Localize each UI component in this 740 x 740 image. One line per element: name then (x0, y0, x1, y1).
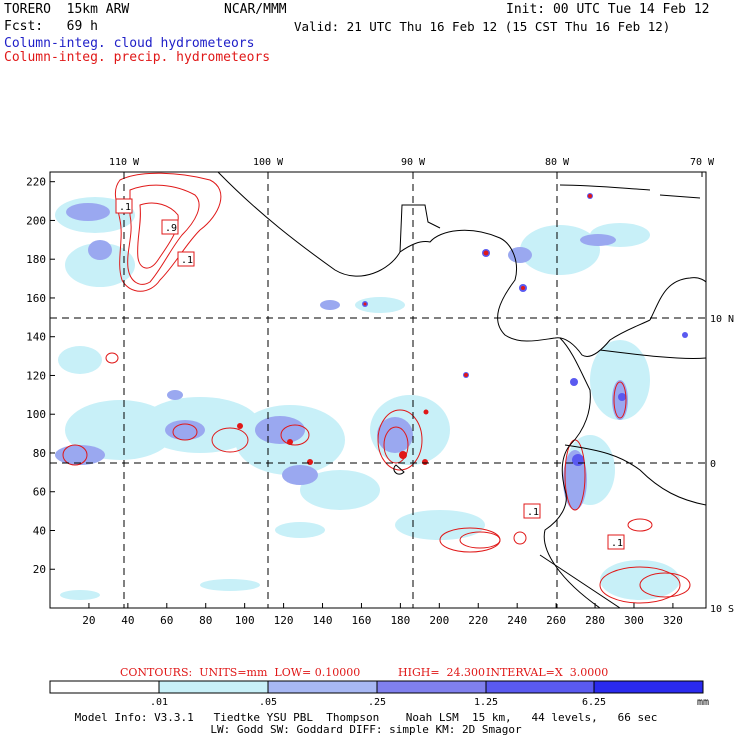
colorbar-segment (593, 680, 704, 694)
contours-interval: INTERVAL=X 3.0000 (486, 666, 609, 679)
y-tick-label: 120 (26, 369, 46, 382)
colorbar-segment (49, 680, 160, 694)
map-frame (49, 171, 707, 609)
init-time: Init: 00 UTC Tue 14 Feb 12 (506, 2, 710, 17)
longitude-label: 110 W (109, 157, 140, 168)
x-tick-label: 20 (82, 614, 95, 627)
y-tick-label: 20 (33, 563, 46, 576)
colorbar-unit: mm (696, 697, 710, 708)
x-tick-label: 160 (352, 614, 372, 627)
x-tick-label: 300 (624, 614, 644, 627)
x-tick-label: 240 (507, 614, 527, 627)
valid-time: Valid: 21 UTC Thu 16 Feb 12 (15 CST Thu … (294, 19, 671, 34)
contour-label: .1 (527, 507, 539, 518)
model-title: TORERO 15km ARW (4, 2, 130, 17)
x-tick-label: 260 (546, 614, 566, 627)
y-tick-label: 160 (26, 292, 46, 305)
contour-label: .9 (165, 223, 177, 234)
latitude-label: 0 (710, 459, 716, 470)
axis-ticks (50, 172, 703, 608)
colorbar-segment (158, 680, 269, 694)
y-tick-label: 180 (26, 253, 46, 266)
y-tick-label: 100 (26, 408, 46, 421)
contour-label: .1 (119, 202, 131, 213)
contour-label-boxes (115, 198, 625, 550)
y-tick-label: 140 (26, 331, 46, 344)
longitude-label: 90 W (401, 157, 426, 168)
contours-info: CONTOURS: UNITS=mm LOW= 0.10000 (120, 666, 361, 679)
y-tick-label: 60 (33, 486, 46, 499)
x-tick-label: 280 (585, 614, 605, 627)
x-tick-label: 80 (199, 614, 212, 627)
model-info: Model Info: V3.3.1 Tiedtke YSU PBL Thomp… (74, 711, 658, 724)
x-tick-label: 320 (663, 614, 683, 627)
colorbar-segment (376, 680, 487, 694)
contours-high: HIGH= 24.300 (398, 666, 486, 679)
longitude-label: 100 W (253, 157, 284, 168)
contour-label: .1 (611, 538, 623, 549)
island-outline-2 (659, 194, 701, 199)
contour-label-texts: .1 .9 .1 .1 .1 (119, 202, 623, 549)
x-tick-label: 200 (429, 614, 449, 627)
y-tick-label: 200 (26, 214, 46, 227)
graticule (50, 172, 706, 608)
colorbar-label: 6.25 (581, 697, 607, 708)
colorbar-label: 1.25 (473, 697, 499, 708)
x-tick-label: 140 (313, 614, 333, 627)
precip-contours (62, 172, 691, 604)
x-tick-label: 220 (468, 614, 488, 627)
y-tick-label: 40 (33, 524, 46, 537)
forecast-hour: Fcst: 69 h (4, 19, 98, 34)
field-precip-label: Column-integ. precip. hydrometeors (4, 50, 271, 65)
colorbar (49, 680, 704, 694)
x-tick-label: 180 (390, 614, 410, 627)
x-tick-label: 120 (274, 614, 294, 627)
longitude-label: 70 W (690, 157, 715, 168)
model-physics: LW: Godd SW: Goddard DIFF: simple KM: 2D… (210, 723, 522, 736)
longitude-label: 80 W (545, 157, 570, 168)
colorbar-label: .25 (367, 697, 387, 708)
y-tick-label: 80 (33, 447, 46, 460)
y-tick-label: 220 (26, 176, 46, 189)
latitude-label: 10 S (710, 604, 734, 615)
x-tick-label: 100 (235, 614, 255, 627)
island-outline (559, 184, 651, 191)
organization-label: NCAR/MMM (224, 2, 287, 17)
latitude-label: 10 N (710, 314, 734, 325)
colorbar-label: .01 (149, 697, 169, 708)
x-tick-label: 40 (121, 614, 134, 627)
field-cloud-label: Column-integ. cloud hydrometeors (4, 36, 255, 51)
colorbar-label: .05 (258, 697, 278, 708)
colorbar-segment (267, 680, 378, 694)
colorbar-segment (485, 680, 595, 694)
contour-label: .1 (181, 255, 193, 266)
coastlines (217, 172, 706, 608)
axis-tick-labels: 220 200 180 160 140 120 100 80 60 40 20 20 40 60 80 100… (26, 157, 734, 627)
x-tick-label: 60 (160, 614, 173, 627)
